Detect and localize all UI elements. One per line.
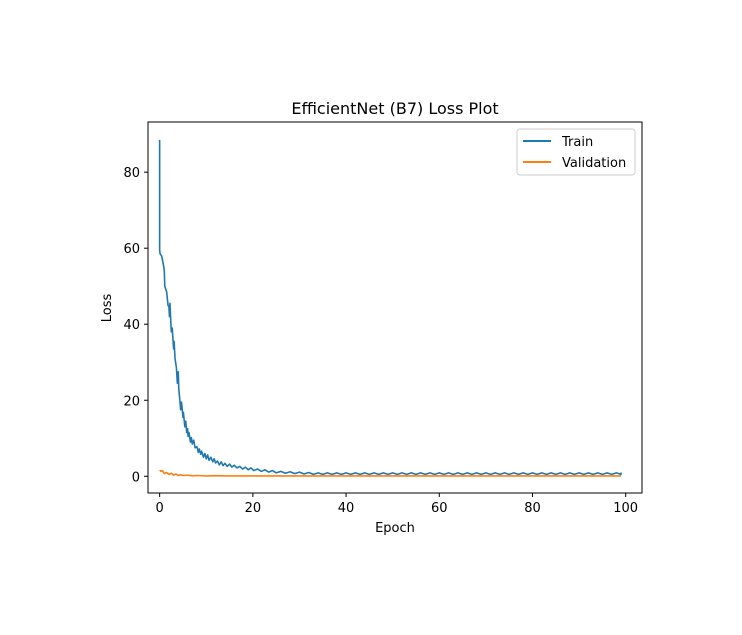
series-layer: [158, 139, 622, 477]
y-tick-label: 20: [123, 394, 140, 409]
plot-area-frame: [147, 121, 643, 494]
x-tick-label: 60: [431, 501, 448, 516]
x-tick-label: 100: [613, 501, 638, 516]
y-tick-label: 80: [123, 166, 140, 181]
y-axis-label: Loss: [100, 294, 115, 323]
chart-title: EfficientNet (B7) Loss Plot: [291, 99, 498, 118]
tick-layer: 0 20 40 60 80 100 0 20 40 60 80: [123, 166, 638, 516]
x-tick-label: 40: [338, 501, 355, 516]
validation-loss-line: [159, 469, 622, 477]
train-loss-line: [158, 139, 622, 476]
y-tick-label: 60: [123, 242, 140, 257]
y-tick-label: 0: [132, 470, 140, 485]
legend: Train Validation: [516, 128, 636, 176]
x-tick-label: 20: [245, 501, 262, 516]
x-tick-label: 80: [524, 501, 541, 516]
x-tick-label: 0: [156, 501, 164, 516]
legend-train-label: Train: [561, 135, 593, 150]
y-tick-label: 40: [123, 318, 140, 333]
legend-validation-label: Validation: [562, 156, 626, 171]
x-axis-label: Epoch: [375, 521, 415, 536]
